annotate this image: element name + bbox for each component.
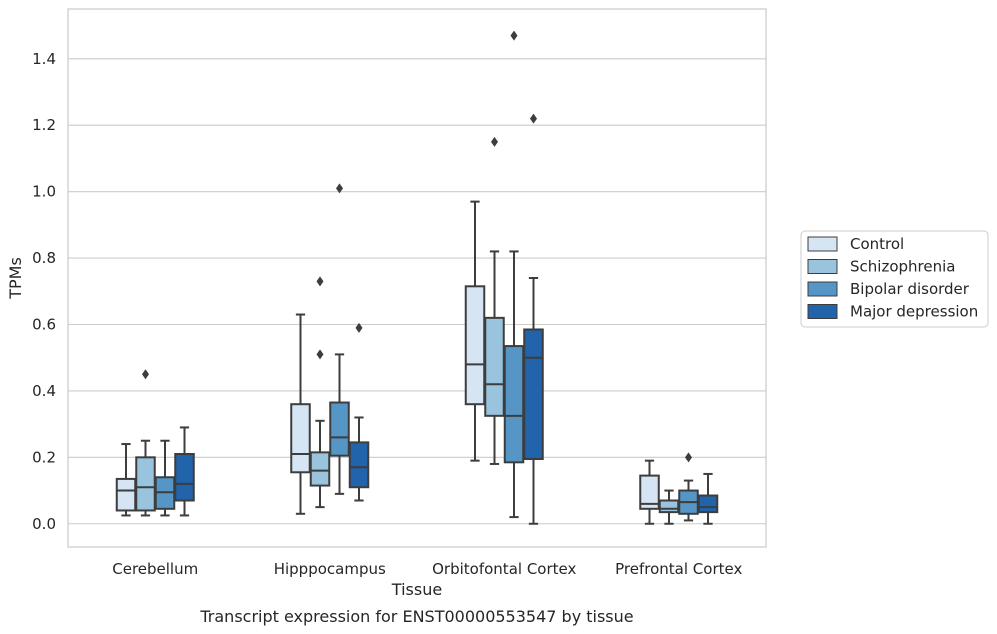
x-tick-label: Orbitofontal Cortex — [432, 560, 576, 578]
x-axis-title: Tissue — [391, 580, 442, 599]
box-1-2 — [329, 183, 350, 495]
y-tick-label: 0.8 — [32, 249, 56, 267]
box-body — [464, 285, 486, 406]
box-3-1 — [658, 489, 680, 525]
y-tick-label: 0.6 — [32, 315, 56, 333]
legend-label: Major depression — [850, 303, 978, 321]
outlier-point — [510, 30, 518, 41]
box-body — [348, 441, 370, 489]
box-body — [484, 316, 505, 417]
box-3-0 — [639, 459, 660, 525]
y-tick-label: 1.4 — [32, 50, 56, 68]
box-2-1 — [484, 136, 505, 465]
box-body — [174, 453, 195, 502]
box-0-3 — [174, 426, 195, 517]
outlier-point — [355, 322, 363, 333]
x-tick-label: Prefrontal Cortex — [615, 560, 742, 578]
legend-label: Bipolar disorder — [850, 280, 970, 298]
box-body — [309, 451, 331, 487]
outlier-point — [336, 183, 343, 194]
box-2-3 — [523, 113, 544, 525]
box-body — [329, 401, 350, 457]
box-2-2 — [503, 30, 525, 519]
box-1-1 — [309, 276, 331, 509]
legend-label: Schizophrenia — [850, 258, 955, 276]
y-tick-label: 0.4 — [32, 382, 56, 400]
box-1-0 — [290, 313, 311, 515]
box-3-3 — [697, 472, 719, 525]
box-body — [290, 403, 311, 474]
outlier-point — [316, 276, 324, 287]
box-body — [115, 477, 137, 512]
y-axis-title: TPMs — [6, 257, 25, 300]
legend-items: Control Schizophrenia Bipolar disorder Majo… — [807, 235, 978, 321]
box-0-0 — [115, 443, 137, 517]
y-tick-label: 0.0 — [32, 515, 56, 533]
y-tick-label: 1.2 — [32, 116, 56, 134]
legend-swatch — [807, 236, 838, 252]
box-body — [135, 456, 156, 512]
box-body — [658, 499, 680, 514]
box-body — [697, 494, 719, 514]
outlier-point — [316, 349, 324, 360]
x-tick-label: Hipppocampus — [274, 560, 386, 578]
legend-frame — [800, 230, 989, 328]
box-0-1 — [135, 369, 156, 517]
plot-frame — [67, 8, 767, 548]
legend-swatch — [807, 281, 838, 297]
outlier-point — [491, 136, 498, 147]
y-tick-label: 1.0 — [32, 183, 56, 201]
outlier-point — [530, 113, 537, 124]
outlier-point — [685, 452, 692, 463]
x-tick-label: Cerebellum — [112, 560, 198, 578]
box-body — [639, 474, 660, 510]
legend-label: Control — [850, 235, 904, 253]
figure-caption: Transcript expression for ENST0000055354… — [199, 607, 633, 626]
box-series — [115, 30, 719, 525]
outlier-point — [142, 369, 149, 380]
box-body — [523, 328, 544, 460]
plot-area-background — [68, 9, 766, 547]
box-1-3 — [348, 322, 370, 502]
legend-swatch — [807, 259, 838, 274]
box-body — [503, 345, 525, 464]
legend-swatch — [807, 304, 838, 319]
y-axis-ticks: 0.0 0.2 0.4 0.6 0.8 1.0 1.2 1.4 — [32, 50, 56, 533]
x-axis-ticks: Cerebellum Hipppocampus Orbitofontal Corte… — [112, 560, 742, 578]
legend: Control Schizophrenia Bipolar disorder Majo… — [800, 230, 989, 328]
y-tick-label: 0.2 — [32, 448, 56, 466]
